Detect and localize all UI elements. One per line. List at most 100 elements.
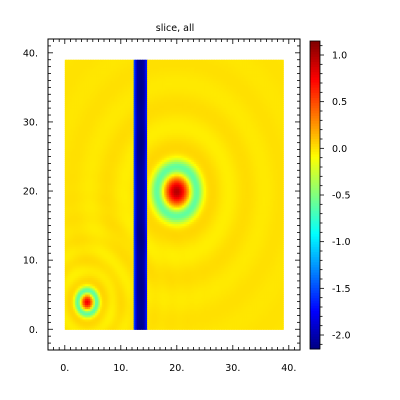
heatmap-cell [108,260,111,264]
heatmap-cell [103,169,106,173]
heatmap-cell [116,194,120,198]
heatmap-cell [68,262,71,266]
heatmap-cell [123,194,126,198]
heatmap-cell [66,320,69,324]
heatmap-cell [103,304,106,308]
heatmap-cell [69,320,73,324]
heatmap-cell [110,281,113,285]
heatmap-cell [120,213,123,216]
heatmap-cell [106,196,110,200]
heatmap-cell [78,271,81,274]
heatmap-cell [111,155,115,158]
heatmap-cell [91,88,94,92]
heatmap-cell [118,138,121,142]
heatmap-cell [64,59,68,63]
heatmap-cell [98,105,101,109]
heatmap-cell [81,277,84,281]
heatmap-cell [101,117,105,121]
heatmap-cell [71,92,74,96]
heatmap-cell [126,318,130,322]
heatmap-cell [69,287,73,291]
heatmap-cell [100,254,103,258]
heatmap-cell [86,169,89,173]
heatmap-cell [123,196,126,200]
heatmap-cell [96,157,99,160]
heatmap-cell [79,90,83,94]
heatmap-cell [64,82,68,86]
heatmap-cell [100,101,103,104]
heatmap-cell [86,250,89,254]
heatmap-cell [64,250,68,254]
heatmap-cell [81,244,84,247]
heatmap-cell [86,273,89,276]
heatmap-cell [105,213,108,216]
heatmap-cell [106,300,110,303]
heatmap-cell [93,291,96,295]
heatmap-cell [68,275,71,279]
heatmap-cell [68,233,71,237]
heatmap-cell [125,113,128,117]
heatmap-cell [64,153,68,156]
heatmap-cell [115,225,118,229]
heatmap-cell [108,115,111,119]
heatmap-cell [101,175,105,179]
heatmap-cell [120,63,123,67]
heatmap-cell [78,167,81,171]
heatmap-cell [118,163,121,167]
heatmap-cell [96,134,99,138]
heatmap-cell [81,308,84,312]
heatmap-cell [83,155,86,158]
heatmap-cell [74,262,78,266]
heatmap-cell [74,275,78,279]
heatmap-cell [110,221,113,225]
heatmap-cell [111,229,115,233]
heatmap-cell [106,163,110,167]
heatmap-cell [83,196,86,200]
heatmap-cell [115,267,118,270]
heatmap-cell [121,223,125,227]
heatmap-cell [68,161,71,164]
heatmap-cell [76,264,79,268]
heatmap-cell [123,304,126,308]
heatmap-cell [123,209,126,212]
heatmap-cell [64,198,68,202]
heatmap-cell [74,325,78,328]
heatmap-cell [116,142,120,146]
heatmap-cell [108,238,111,241]
heatmap-cell [106,76,110,79]
heatmap-cell [83,175,86,179]
heatmap-cell [111,206,115,210]
heatmap-cell [74,283,78,287]
heatmap-cell [121,256,125,260]
heatmap-cell [93,279,96,283]
heatmap-cell [76,213,79,216]
heatmap-cell [121,320,125,324]
heatmap-cell [125,94,128,98]
heatmap-cell [125,202,128,206]
heatmap-cell [101,244,105,247]
heatmap-cell [101,70,105,73]
heatmap-cell [126,186,130,189]
heatmap-cell [69,175,73,179]
heatmap-cell [74,215,78,218]
heatmap-cell [120,90,123,94]
heatmap-cell [116,63,120,67]
heatmap-cell [98,302,101,305]
heatmap-cell [98,231,101,235]
heatmap-cell [98,254,101,258]
heatmap-cell [73,262,76,266]
heatmap-cell [86,262,89,266]
heatmap-cell [105,269,108,272]
heatmap-cell [74,291,78,295]
heatmap-cell [90,267,93,270]
heatmap-cell [69,153,73,156]
heatmap-cell [69,194,73,198]
heatmap-cell [74,316,78,320]
heatmap-cell [111,153,115,156]
heatmap-cell [100,177,103,181]
heatmap-cell [123,233,126,237]
heatmap-cell [83,126,86,129]
heatmap-cell [100,325,103,328]
heatmap-cell [76,94,79,98]
heatmap-cell [113,169,116,173]
